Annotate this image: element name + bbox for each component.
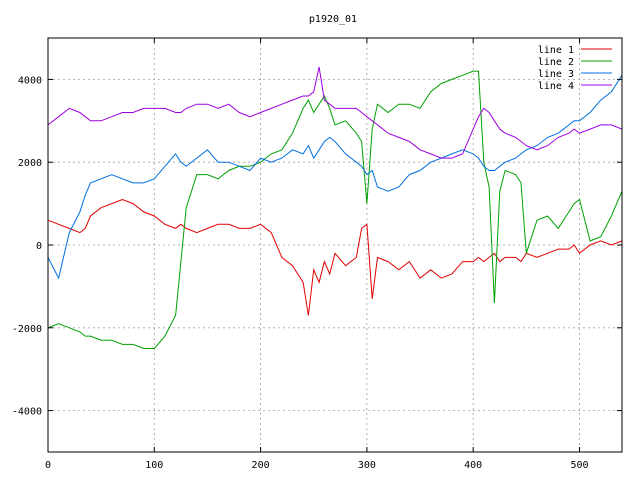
x-tick-label: 0 <box>45 460 51 471</box>
series-line-1 <box>47 198 623 316</box>
chart-title: p1920_01 <box>309 14 357 25</box>
legend-label: line 2 <box>538 57 574 68</box>
legend-label: line 1 <box>538 45 574 56</box>
x-tick-label: 300 <box>358 460 376 471</box>
series-line-4 <box>47 66 623 159</box>
x-tick-label: 200 <box>252 460 270 471</box>
y-tick-label: 0 <box>36 241 42 252</box>
legend-label: line 4 <box>538 81 574 92</box>
y-tick-label: -4000 <box>12 407 42 418</box>
y-tick-label: 2000 <box>18 158 42 169</box>
x-tick-label: 100 <box>145 460 163 471</box>
series-line-2 <box>47 70 623 349</box>
legend-label: line 3 <box>538 69 574 80</box>
x-tick-label: 400 <box>464 460 482 471</box>
y-tick-label: 4000 <box>18 75 42 86</box>
axis-ticks: 0 100 200 300 400 500 -4000 -2000 0 2000 4000 <box>12 38 622 471</box>
series-lines <box>47 66 623 349</box>
grid-lines <box>48 38 622 452</box>
y-tick-label: -2000 <box>12 324 42 335</box>
x-tick-label: 500 <box>570 460 588 471</box>
series-line-3 <box>47 75 623 280</box>
